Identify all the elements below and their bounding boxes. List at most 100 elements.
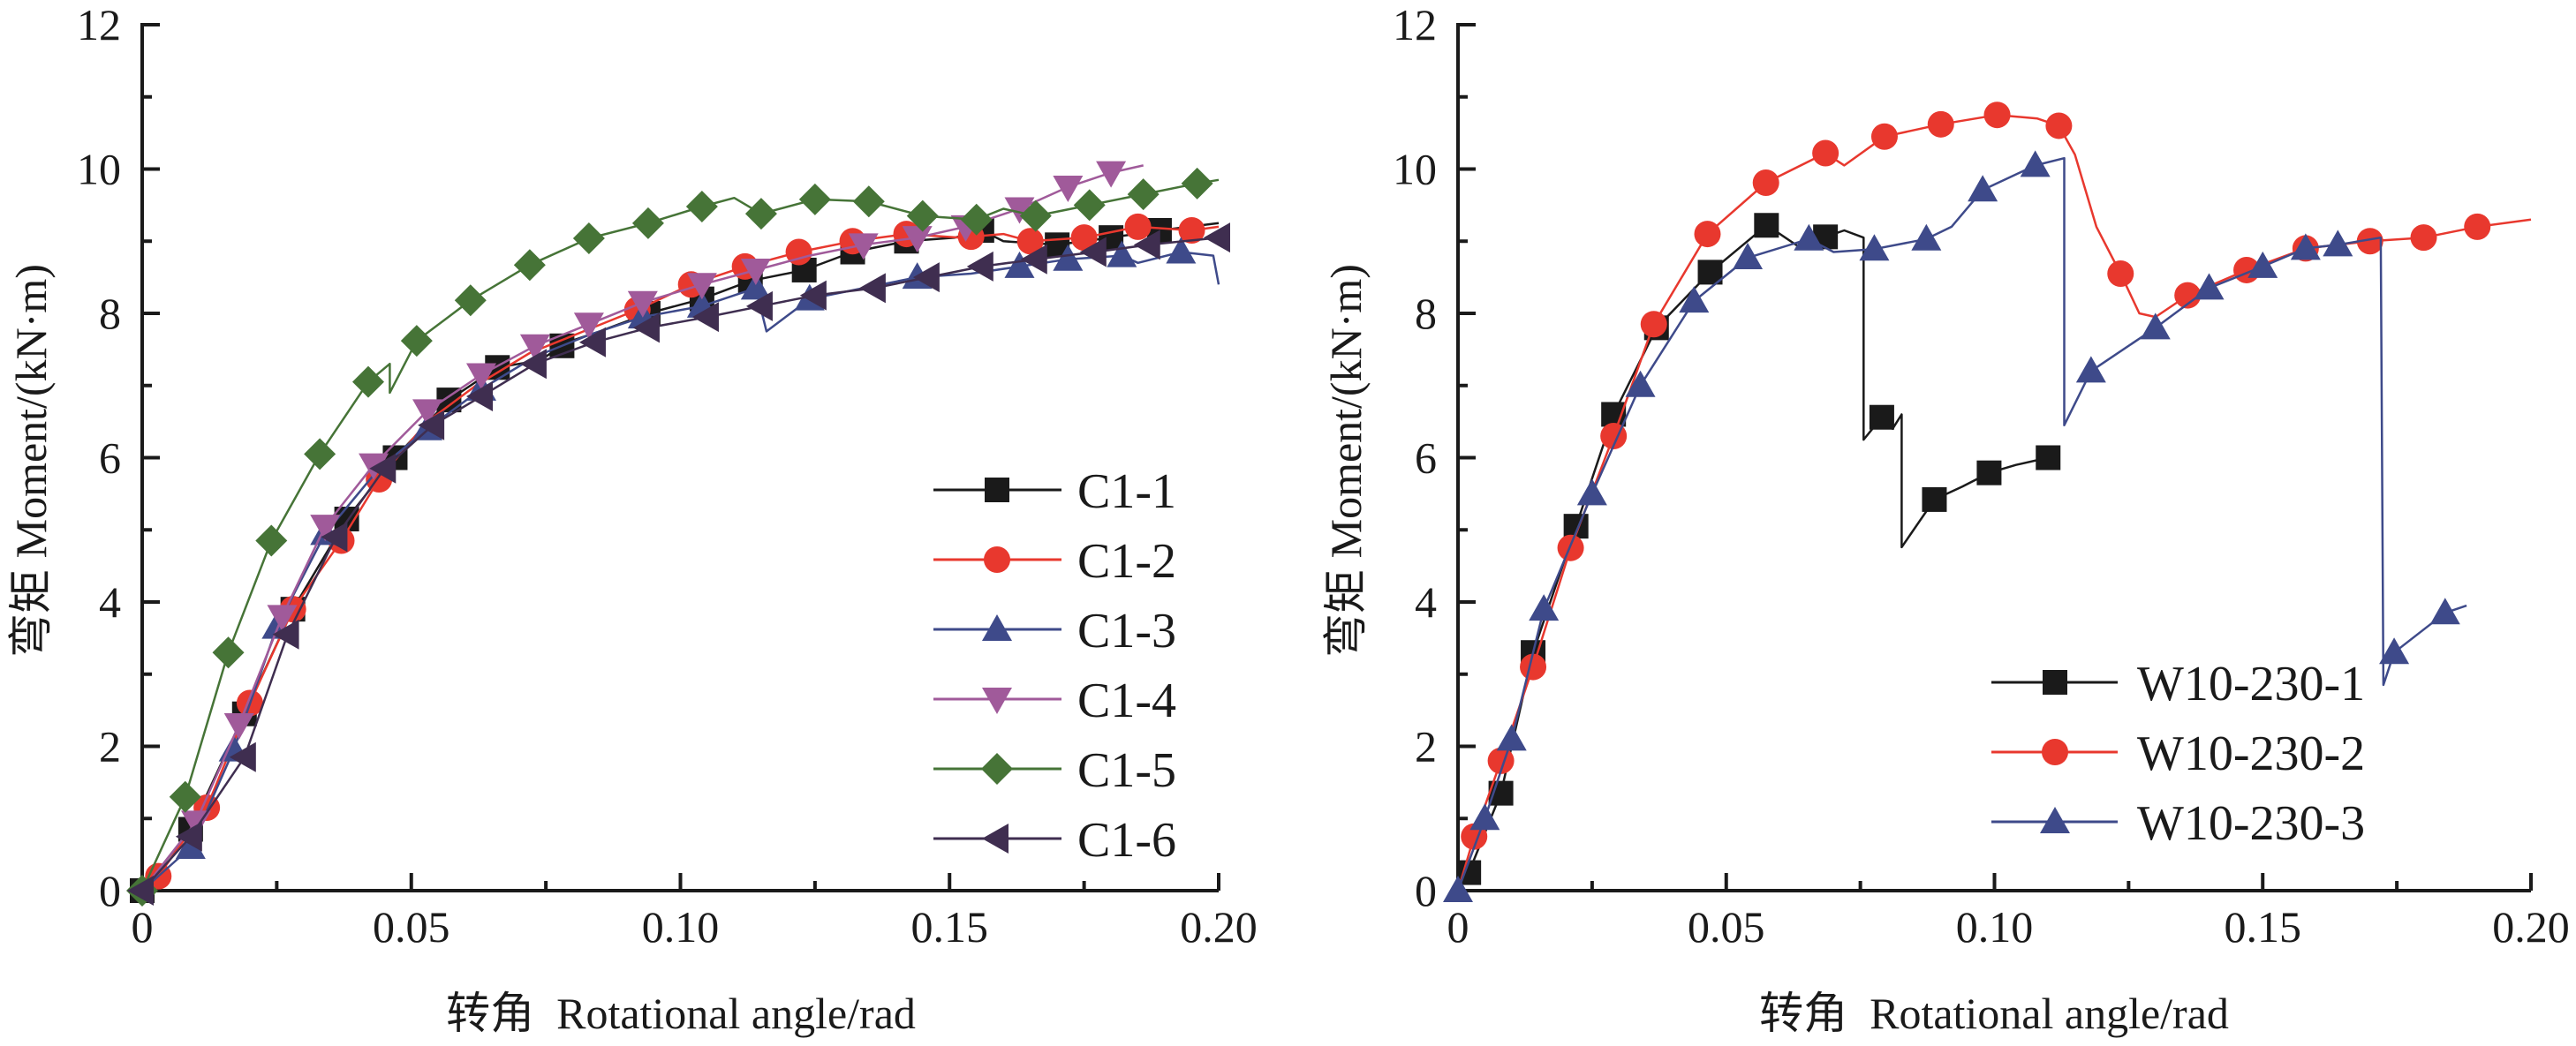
data-point xyxy=(858,273,886,304)
data-point xyxy=(2194,273,2225,300)
y-tick-label: 12 xyxy=(77,0,121,49)
data-point xyxy=(2379,637,2410,665)
data-point xyxy=(1576,478,1607,506)
x-tick-label: 0.20 xyxy=(1180,902,1258,952)
data-point xyxy=(1166,237,1197,264)
data-point xyxy=(912,262,940,293)
data-point xyxy=(1020,244,1047,275)
data-point xyxy=(744,198,777,230)
data-point xyxy=(1911,223,1942,251)
legend-item: W10-230-3 xyxy=(1991,796,2365,851)
y-tick-label: 10 xyxy=(77,145,121,194)
series-C1-5 xyxy=(126,167,1220,907)
data-point xyxy=(2020,150,2051,177)
legend-item: C1-5 xyxy=(933,743,1176,798)
legend-label: C1-5 xyxy=(1077,743,1176,798)
legend-label: W10-230-1 xyxy=(2137,657,2365,711)
data-point xyxy=(1869,404,1894,430)
legend-marker xyxy=(2040,807,2070,833)
data-point xyxy=(1079,237,1107,267)
y-tick-label: 6 xyxy=(99,433,121,483)
data-point xyxy=(1443,876,1473,902)
legend-label: C1-6 xyxy=(1077,813,1176,868)
series-line xyxy=(141,236,1220,892)
y-tick-label: 6 xyxy=(1415,433,1437,483)
data-point xyxy=(1968,175,1998,202)
data-point xyxy=(127,876,154,906)
series-W10-230-1 xyxy=(1456,213,2061,892)
data-point xyxy=(2410,224,2437,252)
data-point xyxy=(1520,653,1547,681)
data-point xyxy=(1754,213,1779,238)
data-point xyxy=(1983,102,2011,129)
data-point xyxy=(1181,167,1213,199)
y-tick-label: 4 xyxy=(99,577,121,627)
y-tick-label: 4 xyxy=(1415,577,1437,627)
data-point xyxy=(632,312,660,343)
data-point xyxy=(691,302,719,333)
data-point xyxy=(267,605,298,632)
x-tick-label: 0.10 xyxy=(642,902,720,952)
data-point xyxy=(2290,233,2321,260)
data-point xyxy=(1870,123,1898,150)
x-axis-title: 转角 Rotational angle/rad xyxy=(1759,989,2229,1038)
data-point xyxy=(686,273,717,300)
legend-label: C1-4 xyxy=(1077,674,1176,728)
data-point xyxy=(2140,312,2171,340)
data-point xyxy=(169,780,201,813)
data-point xyxy=(321,522,348,553)
data-point xyxy=(2174,282,2202,309)
data-point xyxy=(906,199,939,232)
series-W10-230-2 xyxy=(1456,102,2532,892)
series-C1-3 xyxy=(141,237,1220,892)
data-point xyxy=(513,249,546,282)
x-tick-label: 0.10 xyxy=(1956,902,2034,952)
data-point xyxy=(229,741,256,772)
data-point xyxy=(1794,223,1824,251)
data-point xyxy=(740,273,771,300)
data-point xyxy=(1694,221,1721,248)
data-point xyxy=(1124,213,1152,240)
series-C1-2 xyxy=(141,213,1220,892)
data-point xyxy=(465,381,493,412)
legend-item: C1-2 xyxy=(933,534,1176,589)
data-point xyxy=(785,238,812,266)
chart-right: 弯矩 Moment/(kN·m) 转角 Rotational angle/rad… xyxy=(1321,0,2570,1038)
data-point xyxy=(631,207,664,239)
y-axis-title: 弯矩 Moment/(kN·m) xyxy=(6,264,56,658)
data-point xyxy=(1625,370,1656,397)
data-point xyxy=(351,365,384,398)
data-point xyxy=(1496,724,1527,751)
data-point xyxy=(799,280,827,311)
data-point xyxy=(465,363,496,390)
x-tick-label: 0 xyxy=(132,902,154,952)
data-point xyxy=(369,453,397,484)
legend-item: C1-1 xyxy=(933,464,1176,519)
data-point xyxy=(1004,197,1035,224)
legend-item: C1-3 xyxy=(933,604,1176,658)
series-W10-230-3 xyxy=(1443,150,2467,902)
x-tick-label: 0.20 xyxy=(2492,902,2570,952)
data-point xyxy=(1752,169,1779,197)
data-point xyxy=(1004,251,1035,278)
y-tick-label: 0 xyxy=(1415,866,1437,915)
data-point xyxy=(1204,222,1230,253)
data-point xyxy=(740,258,771,285)
data-point xyxy=(2429,598,2460,625)
chart-left: 弯矩 Moment/(kN·m) 转角 Rotational angle/rad… xyxy=(6,0,1258,1038)
y-tick-label: 10 xyxy=(1393,145,1437,194)
data-point xyxy=(2036,445,2061,470)
data-point xyxy=(1733,243,1764,270)
data-point xyxy=(1096,161,1127,188)
data-point xyxy=(1178,216,1205,244)
data-point xyxy=(1053,244,1084,271)
data-point xyxy=(2075,356,2106,383)
data-point xyxy=(310,515,341,542)
data-point xyxy=(1016,228,1044,255)
data-point xyxy=(212,636,245,669)
data-point xyxy=(400,325,433,357)
data-point xyxy=(272,619,299,650)
data-point xyxy=(418,410,445,440)
data-point xyxy=(519,334,550,361)
